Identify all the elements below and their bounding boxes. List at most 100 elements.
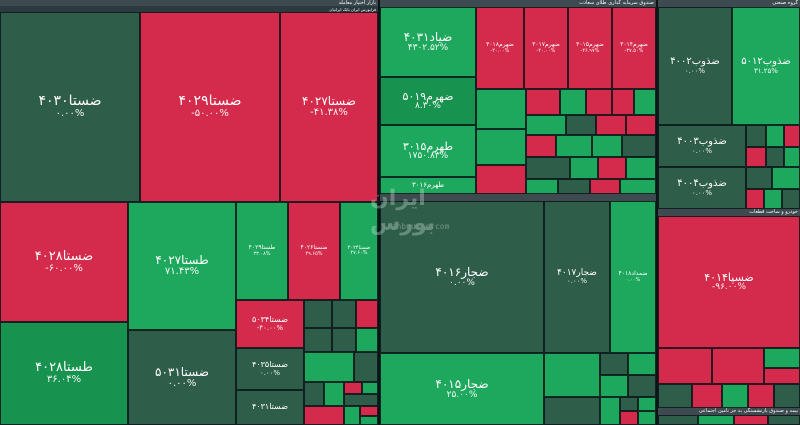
tile-name: ضستا۴۰۲۶	[300, 244, 328, 252]
stock-tile[interactable]: ضجار۴۰۱۵ ۲۵.۰۰%	[380, 353, 544, 425]
stock-tile[interactable]: ضهرم۳۰۱۴ -۳۷.۵۰%	[612, 7, 656, 89]
tile-name: ضذوب۴۰۰۲	[670, 56, 720, 68]
tile-change: ۷۱.۴۳%	[164, 266, 200, 278]
tile-name: ضستا۴۰۳۱	[252, 402, 288, 412]
stock-tile[interactable]: ضهرم۳۰۱۵ -۴۶.۹۷%	[568, 7, 612, 89]
stock-tile[interactable]: ضذوب۵۰۱۲ ۳۱.۲۵%	[732, 7, 800, 125]
stock-tile[interactable]: ضهرم۵۰۱۹ ۸.۳۰%	[380, 77, 476, 125]
section-subheader-left: فرابورس ایران بانک ایرانیان	[0, 6, 378, 12]
stock-tile[interactable]: ضستا۵۰۳۴ -۴۰.۰۰%	[236, 300, 304, 348]
tile-change: ۴۳۰۲.۵۲%	[407, 42, 449, 53]
stock-tile[interactable]: طهرم۳۰۱۶	[380, 177, 476, 194]
stock-tile[interactable]: طستا۴۰۲۷ ۷۱.۴۳%	[128, 202, 236, 330]
stock-tile[interactable]: ضستا۵۰۳۱ ۰.۰۰%	[128, 330, 236, 425]
tile-name: ضسپا۴۰۱۴	[704, 270, 754, 284]
tile-change: ۰.۰۰%	[259, 368, 281, 377]
tile-change: -۵۰.۰۰%	[191, 108, 229, 120]
stock-tile[interactable]: ضذوب۴۰۰۳ ۰.۰۰%	[658, 125, 746, 167]
tile-change: ۰.۰۰%	[691, 188, 713, 197]
section-header-right-top: گروه صنعتی	[658, 0, 800, 7]
tile-change: -۳۷.۵۰%	[624, 47, 644, 54]
section-header-mid-bottom	[380, 194, 656, 201]
tile-change: ۳۶.۰۴%	[46, 374, 82, 386]
tile-name: ضستا۴۰۲۹	[178, 93, 242, 110]
tile-name: ضستا۴۰۲۴	[347, 244, 371, 251]
stock-tile[interactable]: ضجار۴۰۱۷ ۰.۰۰%	[544, 201, 610, 353]
tile-change: -۴۶.۹۷%	[580, 47, 600, 54]
tile-change: -۶۰.۰۰%	[45, 262, 83, 274]
stock-tile[interactable]: ضهرم۳۰۱۸ -۴۰.۰۰%	[476, 7, 524, 89]
small-tiles-cluster	[304, 300, 378, 425]
small-tiles-cluster	[658, 415, 800, 425]
tile-name: ضستا۴۰۳۵	[252, 360, 288, 370]
tile-name: ضهرم۵۰۱۹	[402, 89, 454, 103]
tile-name: ضذوب۴۰۰۳	[677, 136, 727, 148]
small-tiles-cluster	[746, 125, 800, 209]
tile-name: ضستا۴۰۳۰	[38, 93, 102, 110]
tile-change: ۴۹.۶۵%	[305, 250, 323, 257]
tile-change: ۰.۰۰%	[566, 277, 588, 286]
tile-name: ضجار۴۰۱۵	[435, 376, 489, 391]
stock-tile[interactable]: ضستا۴۰۲۹ -۵۰.۰۰%	[140, 12, 280, 202]
tile-change: ۰.۰۰%	[684, 66, 706, 75]
stock-tile[interactable]: ضذوب۴۰۰۴ ۰.۰۰%	[658, 167, 746, 209]
tile-change: ۱۷۵۰.۸۳%	[407, 151, 449, 162]
tile-change: -۴۰.۰۰%	[490, 47, 510, 54]
tile-name: طستا۴۰۲۷	[155, 253, 209, 268]
tile-name: ضستا۵۰۳۴	[252, 315, 288, 325]
tile-name: طهرم۳۰۱۵	[402, 139, 454, 153]
tile-change: -۹۶.۰۰%	[712, 282, 746, 293]
tile-change: -۴۰.۰۰%	[536, 47, 556, 54]
stock-tile[interactable]: طستا۴۰۲۸ ۳۶.۰۴%	[0, 322, 128, 425]
tile-change: ۴۷.۶۰%	[350, 250, 368, 256]
tile-name: طستا۴۰۲۹	[248, 244, 276, 252]
tile-name: طستا۴۰۲۸	[35, 360, 93, 376]
stock-tile[interactable]: ضستا۴۰۲۷ -۴۱.۳۸%	[280, 12, 378, 202]
stock-tile[interactable]: ضجار۴۰۱۶ ۰.۰۰%	[380, 201, 544, 353]
tile-change: ۲۵.۰۰%	[446, 389, 478, 400]
stock-tile[interactable]: طهرم۳۰۱۵ ۱۷۵۰.۸۳%	[380, 125, 476, 177]
small-tiles-cluster	[658, 348, 800, 408]
tile-name: ضهرم۳۰۱۸	[486, 41, 514, 49]
tile-change: ۰.۰۰%	[691, 146, 713, 155]
tile-change: ۳۳.۰۸%	[253, 250, 271, 257]
stock-tile[interactable]: ضستا۴۰۲۶ ۴۹.۶۵%	[288, 202, 340, 300]
stock-tile[interactable]: ضذوب۴۰۰۲ ۰.۰۰%	[658, 7, 732, 125]
tile-name: ضستا۴۰۲۷	[302, 94, 356, 109]
stock-tile[interactable]: ضستا۴۰۳۰ ۰.۰۰%	[0, 12, 140, 202]
stock-tile[interactable]: ضیاد۴۰۳۱ ۴۳۰۲.۵۲%	[380, 7, 476, 77]
tile-name: ضستا۴۰۲۸	[34, 248, 94, 264]
small-tiles-cluster	[544, 353, 656, 425]
tile-change: ۳۱.۲۵%	[754, 66, 778, 75]
stock-tile[interactable]: ضهرم۳۰۱۷ -۴۰.۰۰%	[524, 7, 568, 89]
section-header-right-mid: خودرو و ساخت قطعات	[658, 209, 800, 216]
stock-tile[interactable]: ضستا۴۰۳۵ ۰.۰۰%	[236, 348, 304, 390]
stock-tile[interactable]: ضمداد۴۰۱۸ ۰.۰۰%	[610, 201, 656, 353]
tile-change: ۸.۳۰%	[415, 101, 441, 112]
small-tiles-cluster	[476, 89, 656, 194]
tile-change: ۰.۰۰%	[625, 276, 641, 283]
section-header-right-bottom: بیمه و صندوق بازنشستگی به جز تامین اجتما…	[658, 408, 800, 415]
tile-change: ۰.۰۰%	[55, 108, 85, 120]
tile-name: ضستا۵۰۳۱	[155, 364, 209, 379]
tile-name: ضمداد۴۰۱۸	[618, 270, 648, 278]
tile-name: ضذوب۵۰۱۲	[741, 56, 791, 68]
stock-tile[interactable]: ضستا۴۰۳۱	[236, 390, 304, 425]
tile-name: ضیاد۴۰۳۱	[403, 29, 453, 44]
tile-name: ضهرم۳۰۱۵	[576, 41, 604, 49]
section-header-market: بازار اختیار معامله	[0, 0, 378, 7]
tile-change: ۰.۰۰%	[449, 277, 475, 288]
tile-name: ضذوب۴۰۰۴	[677, 178, 727, 190]
stock-tile[interactable]: ضستا۴۰۲۴ ۴۷.۶۰%	[340, 202, 378, 300]
tile-change: ۰.۰۰%	[167, 377, 197, 389]
stock-tile[interactable]: ضسپا۴۰۱۴ -۹۶.۰۰%	[658, 216, 800, 348]
tile-name: ضجار۴۰۱۶	[435, 264, 489, 279]
stock-tile[interactable]: ضستا۴۰۲۸ -۶۰.۰۰%	[0, 202, 128, 322]
tile-name: طهرم۳۰۱۶	[411, 180, 445, 189]
tile-change: -۴۰.۰۰%	[256, 323, 284, 332]
tile-change: -۴۱.۳۸%	[310, 107, 348, 119]
stock-tile[interactable]: طستا۴۰۲۹ ۳۳.۰۸%	[236, 202, 288, 300]
section-header-mid-top: صندوق سرمایه گذاری طلای سعادت	[380, 0, 656, 7]
tile-name: ضهرم۳۰۱۴	[620, 41, 648, 49]
